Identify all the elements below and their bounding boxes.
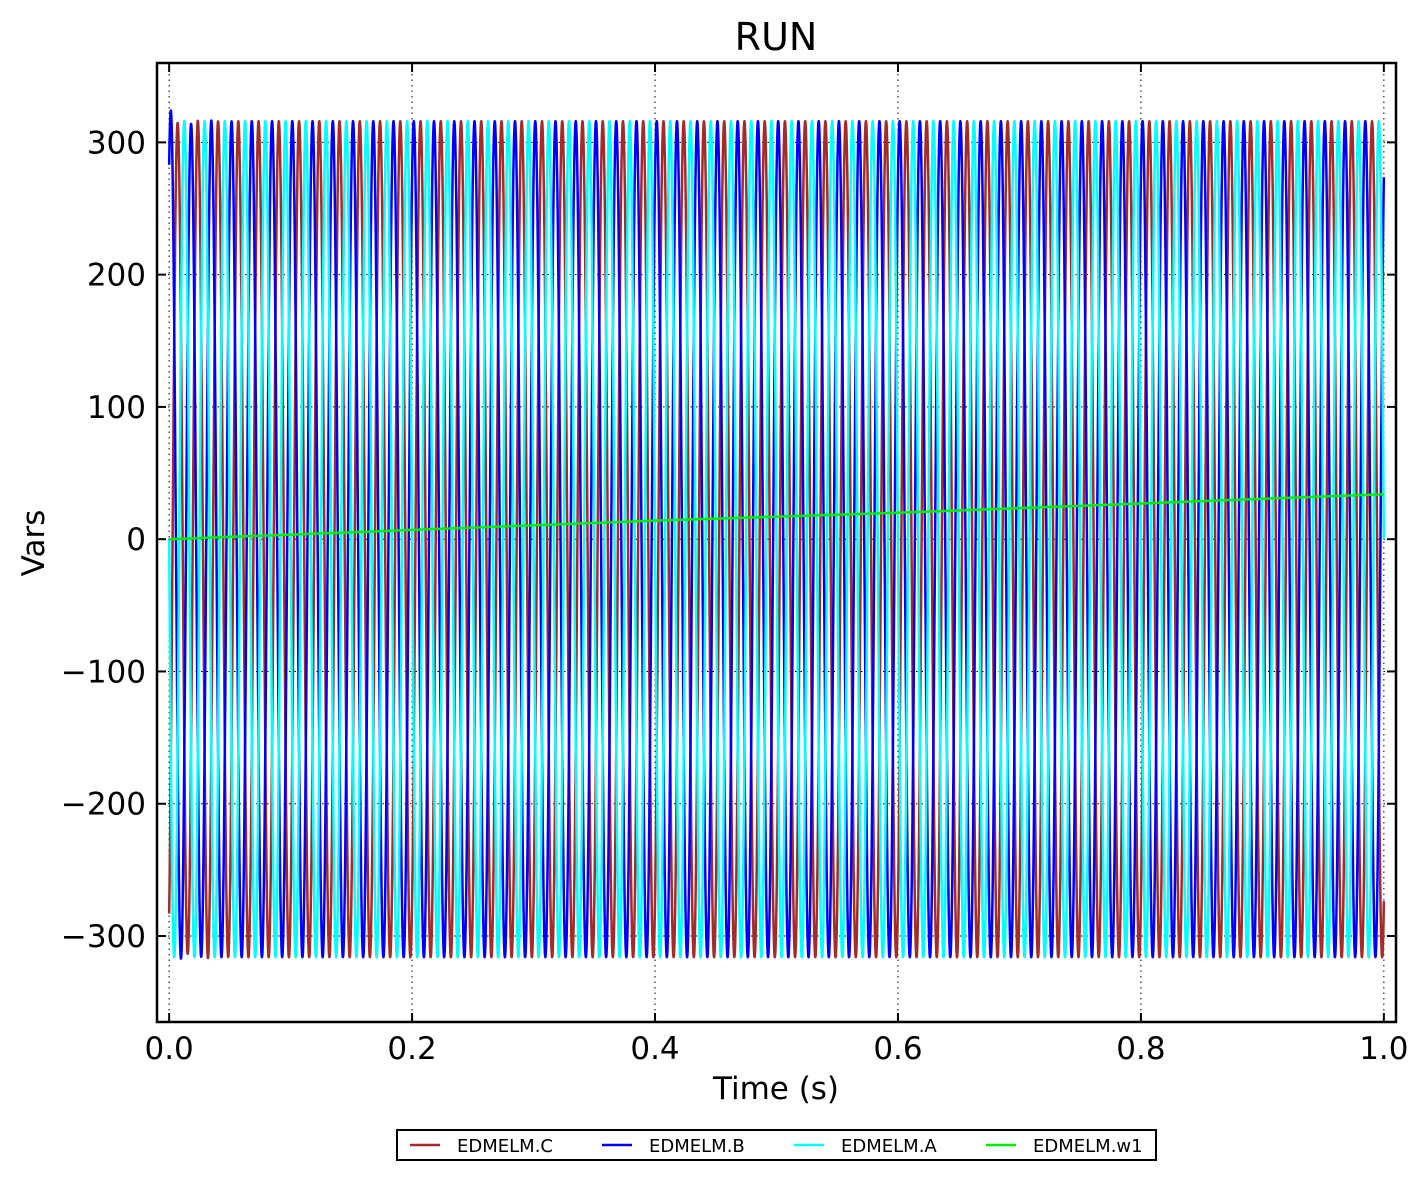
ticks: [157, 63, 1396, 1022]
legend: EDMELM.C EDMELM.B EDMELM.A EDMELM.w1: [396, 1129, 1157, 1161]
y-tick-label: 100: [87, 390, 146, 426]
y-tick-label: −300: [61, 919, 146, 955]
series-line-edmelm-a: [167, 119, 1386, 959]
y-tick-label: −200: [61, 787, 146, 823]
series-line-edmelm-b: [167, 109, 1386, 960]
series-layer: [167, 109, 1386, 960]
y-tick-labels: 300 200 100 0 −100 −200 −300: [61, 125, 146, 955]
y-tick-label: −100: [61, 654, 146, 690]
plot-area-frame: [155, 61, 1398, 1024]
x-tick-label: 0.8: [1116, 1031, 1165, 1067]
x-tick-labels: 0.0 0.2 0.4 0.6 0.8 1.0: [144, 1031, 1408, 1067]
x-tick-label: 0.0: [144, 1031, 193, 1067]
series-line-edmelm-w1: [169, 492, 1384, 541]
legend-label: EDMELM.A: [841, 1136, 937, 1157]
legend-label: EDMELM.w1: [1033, 1136, 1143, 1157]
legend-label: EDMELM.C: [457, 1136, 553, 1157]
legend-box: [396, 1129, 1157, 1161]
x-tick-label: 1.0: [1359, 1031, 1408, 1067]
y-tick-label: 300: [87, 125, 146, 161]
x-tick-label: 0.6: [873, 1031, 922, 1067]
legend-label: EDMELM.B: [649, 1136, 745, 1157]
x-tick-label: 0.2: [387, 1031, 436, 1067]
x-axis-title: Time (s): [712, 1071, 839, 1107]
series-line-edmelm-c: [167, 119, 1386, 960]
y-axis-title: Vars: [16, 510, 52, 577]
y-tick-label: 0: [126, 522, 146, 558]
x-tick-label: 0.4: [630, 1031, 679, 1067]
chart-title: RUN: [735, 15, 818, 59]
y-tick-label: 200: [87, 258, 146, 294]
